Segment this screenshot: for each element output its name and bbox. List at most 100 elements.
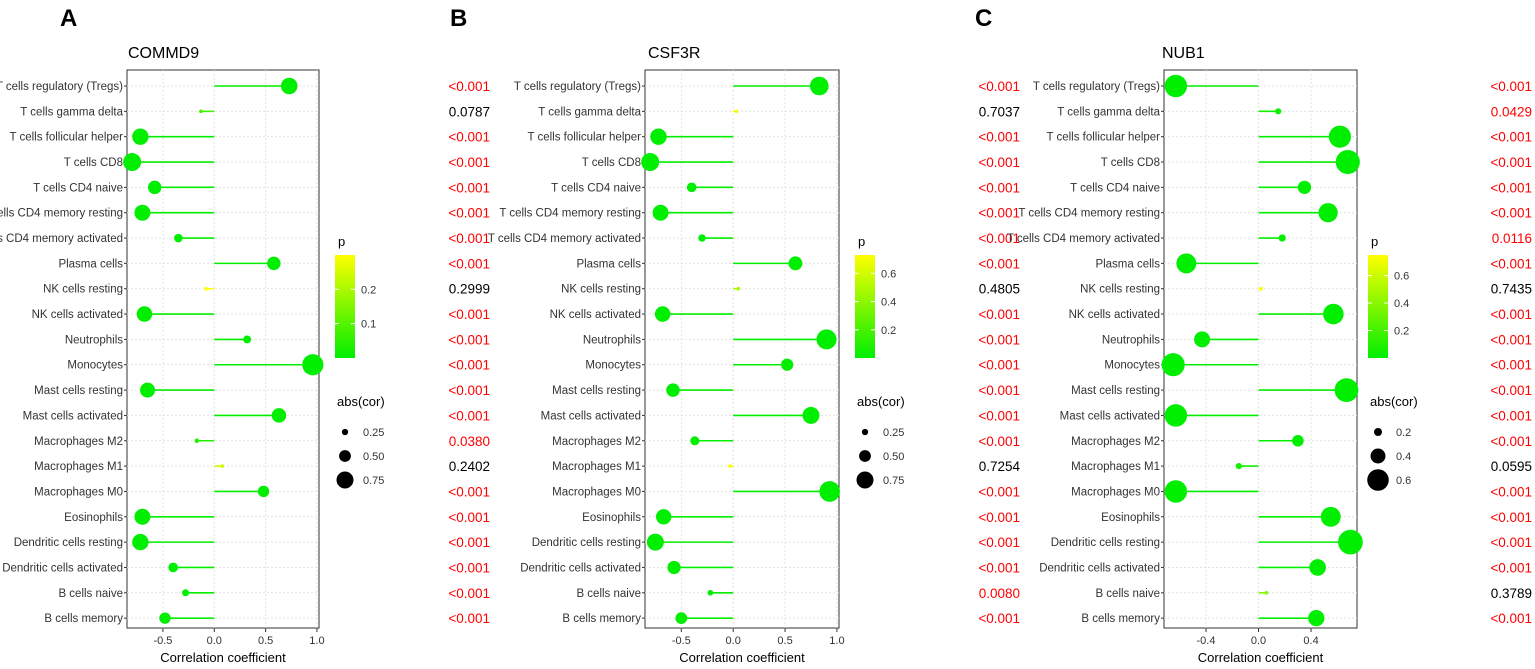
lollipop-point <box>1164 480 1188 503</box>
category-label: Monocytes <box>1104 360 1160 372</box>
legend-p-title: p <box>1371 234 1378 249</box>
lollipop-point <box>134 508 151 525</box>
lollipop-point <box>734 109 739 114</box>
p-value-label: 0.0116 <box>1492 231 1532 246</box>
lollipop-point <box>816 329 837 350</box>
p-value-label: <0.001 <box>1490 611 1532 626</box>
p-value-label: 0.7435 <box>1491 282 1532 297</box>
x-axis-label: Correlation coefficient <box>160 650 286 665</box>
category-label: Mast cells resting <box>1071 385 1160 397</box>
chart-title: NUB1 <box>1162 45 1205 62</box>
legend-p-tick-label: 0.1 <box>361 319 376 331</box>
category-label: B cells naive <box>1095 588 1160 600</box>
legend-size-dot <box>339 450 351 462</box>
lollipop-point <box>690 436 700 446</box>
category-label: T cells gamma delta <box>538 106 641 118</box>
category-label: Monocytes <box>585 360 641 372</box>
legend-p-colorbar <box>1368 255 1388 358</box>
p-value-label: <0.001 <box>448 307 490 322</box>
x-axis-label: Correlation coefficient <box>679 650 805 665</box>
p-value-label: <0.001 <box>1490 535 1532 550</box>
category-label: Eosinophils <box>64 512 123 524</box>
lollipop-point <box>1323 303 1344 325</box>
lollipop-point <box>280 77 298 95</box>
category-label: Plasma cells <box>1095 258 1160 270</box>
lollipop-point <box>1176 253 1197 274</box>
lollipop-point <box>182 589 190 597</box>
lollipop-point <box>1164 404 1188 427</box>
category-label: NK cells resting <box>561 284 641 296</box>
panel-letter: A <box>60 5 77 32</box>
legend-p-tick-label: 0.6 <box>881 268 896 280</box>
category-label: T cells CD4 naive <box>1070 182 1160 194</box>
lollipop-point <box>1320 506 1341 527</box>
p-value-label: <0.001 <box>978 206 1020 221</box>
p-value-label: <0.001 <box>1490 560 1532 575</box>
lollipop-point <box>650 128 667 145</box>
lollipop-point <box>1328 125 1352 148</box>
p-value-label: <0.001 <box>978 611 1020 626</box>
p-value-label: <0.001 <box>448 332 490 347</box>
lollipop-point <box>267 256 281 271</box>
p-value-label: <0.001 <box>978 231 1020 246</box>
lollipop-point <box>140 382 155 398</box>
p-value-label: <0.001 <box>1490 206 1532 221</box>
lollipop-point <box>199 109 203 114</box>
category-label: Mast cells resting <box>34 385 123 397</box>
x-tick-label: -0.5 <box>153 635 172 647</box>
lollipop-point <box>159 612 171 624</box>
category-label: Macrophages M1 <box>34 461 123 473</box>
lollipop-point <box>646 533 664 551</box>
p-value-label: <0.001 <box>978 155 1020 170</box>
lollipop-point <box>123 153 142 172</box>
lollipop-point <box>781 358 794 371</box>
lollipop-point <box>1308 609 1325 627</box>
lollipop-point <box>656 509 672 525</box>
category-label: B cells memory <box>562 613 641 625</box>
category-label: T cells follicular helper <box>527 132 641 144</box>
category-label: Eosinophils <box>582 512 641 524</box>
p-value-label: 0.0429 <box>1491 104 1532 119</box>
p-value-label: <0.001 <box>978 383 1020 398</box>
category-label: Macrophages M0 <box>552 486 641 498</box>
category-label: Mast cells resting <box>552 385 641 397</box>
category-label: Plasma cells <box>58 258 123 270</box>
p-value-label: <0.001 <box>1490 79 1532 94</box>
p-value-label: <0.001 <box>1490 434 1532 449</box>
p-value-label: <0.001 <box>448 510 490 525</box>
legend-size-label: 0.25 <box>883 427 904 439</box>
lollipop-point <box>698 234 706 242</box>
lollipop-point <box>641 153 660 172</box>
x-tick-label: 0.0 <box>1251 635 1266 647</box>
category-label: B cells memory <box>1081 613 1160 625</box>
p-value-label: <0.001 <box>1490 332 1532 347</box>
p-value-label: <0.001 <box>978 484 1020 499</box>
legend-size-dot <box>861 428 869 436</box>
x-tick-label: -0.5 <box>672 635 691 647</box>
category-label: Dendritic cells resting <box>14 537 123 549</box>
legend-p-tick-label: 0.2 <box>881 325 896 337</box>
lollipop-point <box>1318 203 1338 223</box>
lollipop-point <box>194 438 200 443</box>
lollipop-point <box>1194 331 1211 348</box>
category-label: Neutrophils <box>1102 334 1160 346</box>
legend-size-label: 0.2 <box>1396 427 1411 439</box>
legend-size-title: abs(cor) <box>337 394 385 409</box>
category-label: Dendritic cells activated <box>2 562 123 574</box>
legend-size-title: abs(cor) <box>857 394 905 409</box>
lollipop-point <box>302 354 324 376</box>
panel-c: C NUB1 -0.4 0.0 0.4 Correlation coefficient T … <box>975 5 1532 665</box>
category-label: NK cells resting <box>1080 284 1160 296</box>
p-value-label: <0.001 <box>448 180 490 195</box>
p-value-label: <0.001 <box>978 510 1020 525</box>
lollipop-point <box>819 481 840 502</box>
p-value-label: 0.2999 <box>449 282 490 297</box>
lollipop-point <box>809 76 829 96</box>
category-label: Neutrophils <box>583 334 641 346</box>
category-label: Plasma cells <box>576 258 641 270</box>
p-value-label: 0.0380 <box>449 434 490 449</box>
category-label: Macrophages M1 <box>552 461 641 473</box>
p-value-label: <0.001 <box>978 408 1020 423</box>
p-value-label: <0.001 <box>978 180 1020 195</box>
lollipop-point <box>707 589 714 596</box>
